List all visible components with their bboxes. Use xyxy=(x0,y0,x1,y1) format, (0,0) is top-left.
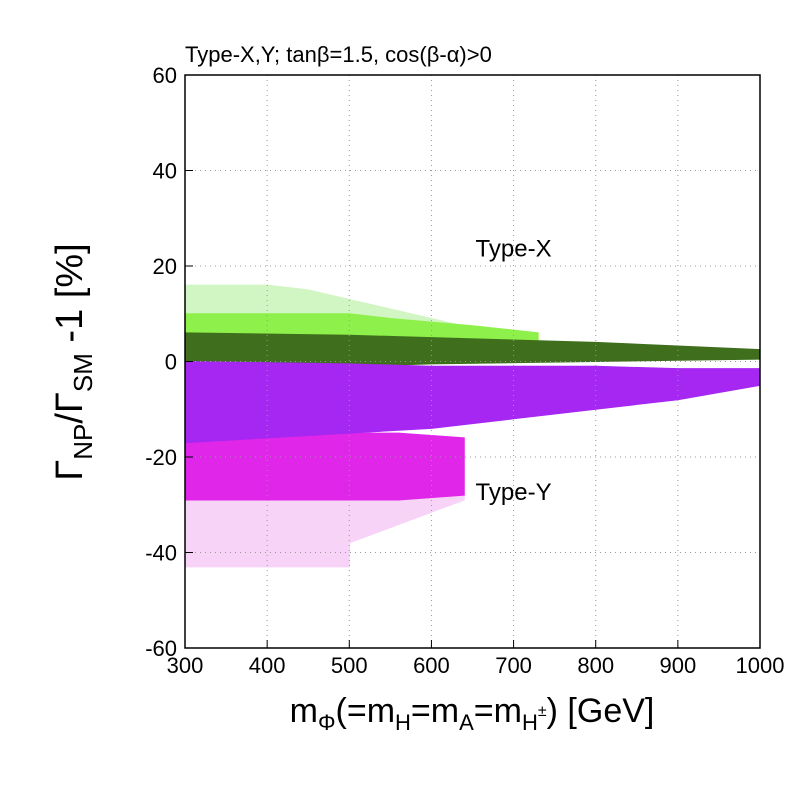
x-tick-label: 600 xyxy=(413,653,450,678)
y-tick-label: -60 xyxy=(145,636,177,661)
x-tick-label: 500 xyxy=(331,653,368,678)
x-tick-label: 300 xyxy=(167,653,204,678)
plot-frame xyxy=(184,74,761,649)
y-tick-label: 40 xyxy=(153,159,177,184)
x-tick-label: 900 xyxy=(659,653,696,678)
y-tick-label: -20 xyxy=(145,445,177,470)
point-cloud xyxy=(184,360,761,444)
x-tick-label: 400 xyxy=(249,653,286,678)
x-axis-label: mΦ(=mH=mA=mH±) [GeV] xyxy=(290,692,655,735)
y-tick-label: -40 xyxy=(145,541,177,566)
y-tick-label: 60 xyxy=(153,63,177,88)
x-tick-label: 1000 xyxy=(736,653,785,678)
x-tick-label: 700 xyxy=(495,653,532,678)
x-tick-label: 800 xyxy=(577,653,614,678)
annotation: Type-X xyxy=(476,235,552,262)
y-tick-label: 0 xyxy=(165,350,177,375)
point-cloud xyxy=(184,494,465,568)
annotation: Type-Y xyxy=(476,479,552,506)
y-axis-label: ΓNP/ΓSM -1 [%] xyxy=(49,243,98,480)
y-tick-label: 20 xyxy=(153,254,177,279)
chart-title: Type-X,Y; tanβ=1.5, cos(β-α)>0 xyxy=(185,42,492,67)
